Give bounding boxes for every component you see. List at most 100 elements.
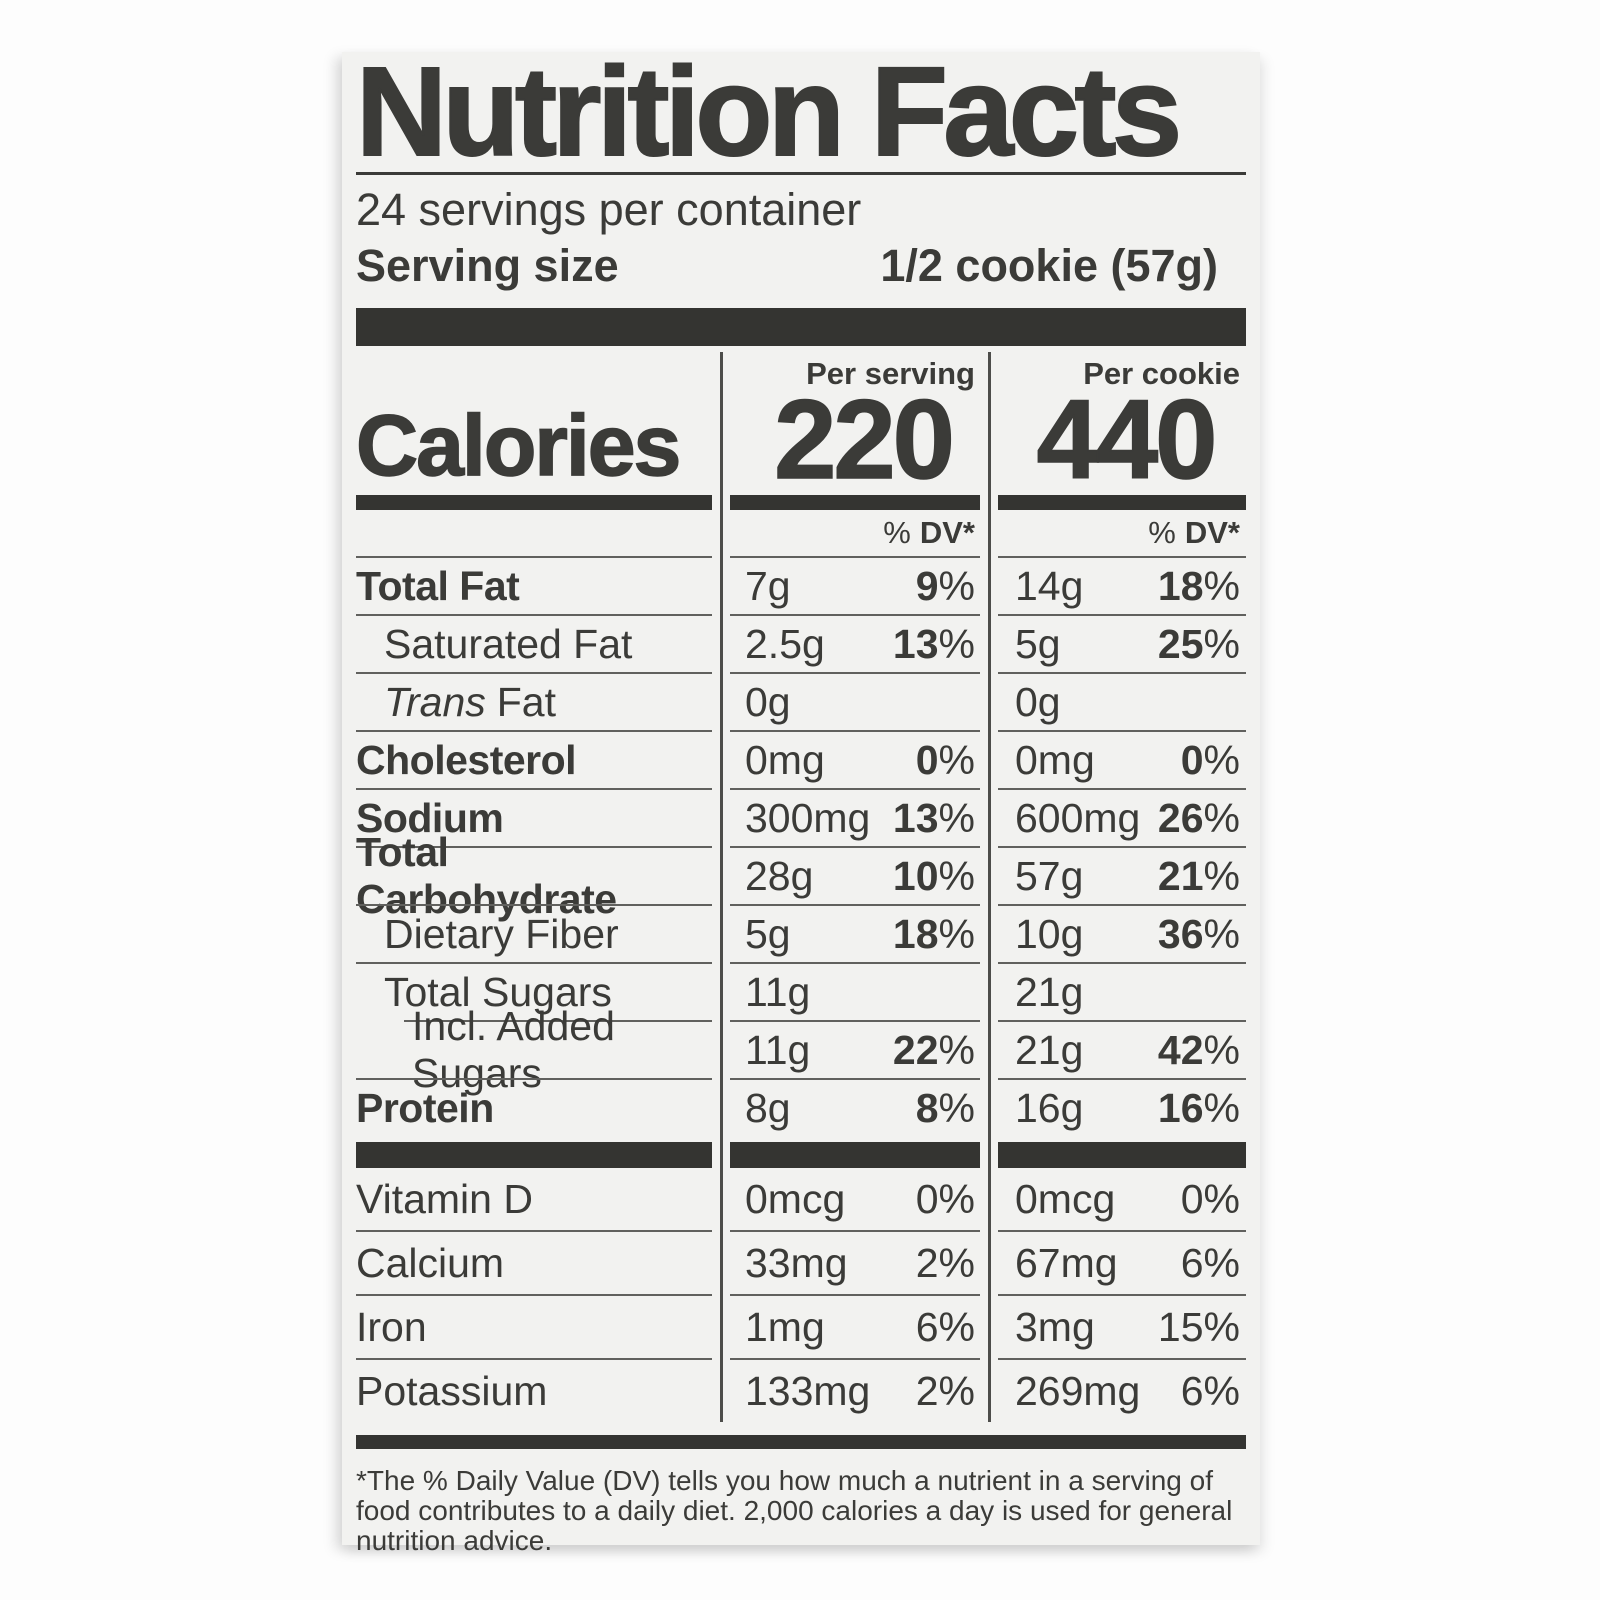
column-divider-2 xyxy=(988,352,991,1422)
nutrient-row: Total Carbohydrate 28g 10% 57g 21% xyxy=(356,829,1246,922)
nutrient-row: Total Fat 7g 9% 14g 18% xyxy=(356,558,1246,614)
daily-value-footnote: *The % Daily Value (DV) tells you how mu… xyxy=(356,1466,1246,1556)
column-header-row: Per serving Per cookie xyxy=(356,352,1246,394)
amount: 2.5g xyxy=(745,620,825,667)
amount: 300mg xyxy=(745,794,871,841)
nutrient-name: Protein xyxy=(356,1084,494,1131)
daily-value: 26% xyxy=(1157,794,1240,841)
dv-text: DV* xyxy=(1184,515,1240,550)
daily-value: 2% xyxy=(915,1367,975,1414)
micronutrient-row: Calcium 33mg 2% 67mg 6% xyxy=(356,1232,1246,1294)
row-separator xyxy=(356,672,1246,674)
daily-value: 42% xyxy=(1157,1026,1240,1073)
serving-size-value: 1/2 cookie (57g) xyxy=(880,240,1218,291)
nutrient-name: Incl. Added Sugars xyxy=(412,1003,615,1096)
daily-value: 0% xyxy=(915,736,975,783)
daily-value: 13% xyxy=(892,794,975,841)
nutrition-facts-title: Nutrition Facts xyxy=(355,41,1183,182)
amount: 21g xyxy=(1015,968,1084,1015)
calories-per-cookie: 440 xyxy=(1036,377,1218,502)
daily-value: 18% xyxy=(1157,562,1240,609)
row-separator xyxy=(356,1294,1246,1296)
nutrient-name: Total Carbohydrate xyxy=(356,829,617,922)
daily-value: 6% xyxy=(1180,1367,1240,1414)
header-separator-bar xyxy=(356,308,1246,346)
serving-size-row: Serving size 1/2 cookie (57g) xyxy=(356,241,1246,291)
micronutrient-row: Potassium 133mg 2% 269mg 6% xyxy=(356,1360,1246,1422)
amount: 14g xyxy=(1015,562,1084,609)
amount: 5g xyxy=(745,910,791,957)
percent-sign: % xyxy=(883,515,911,550)
row-separator xyxy=(356,556,1246,558)
amount: 33mg xyxy=(745,1239,848,1286)
row-separator xyxy=(356,614,1246,616)
nutrient-name: Sodium xyxy=(356,794,504,841)
amount: 11g xyxy=(745,1026,811,1073)
micronutrient-row: Iron 1mg 6% 3mg 15% xyxy=(356,1296,1246,1358)
nutrition-grid: Per serving Per cookie Calories 220 440 … xyxy=(355,352,1246,1449)
amount: 21g xyxy=(1015,1026,1084,1073)
nutrient-name: Dietary Fiber xyxy=(384,910,619,957)
row-separator xyxy=(356,1358,1246,1360)
daily-value: 8% xyxy=(915,1084,975,1131)
nutrient-name: Total Sugars xyxy=(384,968,612,1015)
amount: 57g xyxy=(1015,852,1084,899)
footer-separator-bar xyxy=(356,1435,1246,1449)
row-separator xyxy=(356,1020,1246,1022)
footnote-line: *The % Daily Value (DV) tells you how mu… xyxy=(356,1465,1213,1496)
per-serving-header: Per serving xyxy=(806,356,975,391)
daily-value: 6% xyxy=(1180,1239,1240,1286)
nutrient-row: Cholesterol 0mg 0% 0mg 0% xyxy=(356,732,1246,788)
daily-value: 9% xyxy=(915,562,975,609)
amount: 16g xyxy=(1015,1084,1084,1131)
amount: 133mg xyxy=(745,1367,871,1414)
amount: 0mg xyxy=(745,736,825,783)
row-separator xyxy=(356,962,1246,964)
dv-header-serving: % DV* xyxy=(723,510,991,556)
amount: 269mg xyxy=(1015,1367,1141,1414)
nutrient-row: Saturated Fat 2.5g 13% 5g 25% xyxy=(356,616,1246,672)
daily-value: 10% xyxy=(892,852,975,899)
amount: 5g xyxy=(1015,620,1061,667)
nutrient-name: Cholesterol xyxy=(356,736,577,783)
row-separator xyxy=(356,846,1246,848)
daily-value: 2% xyxy=(915,1239,975,1286)
footnote-line: food contributes to a daily diet. 2,000 … xyxy=(356,1495,1233,1526)
daily-value: 13% xyxy=(892,620,975,667)
dv-header-cookie: % DV* xyxy=(991,510,1246,556)
nutrient-name: Total Fat xyxy=(356,562,520,609)
amount: 0mcg xyxy=(745,1175,846,1222)
dv-text: DV* xyxy=(919,515,975,550)
percent-sign: % xyxy=(1148,515,1176,550)
nutrient-row: Incl. Added Sugars 11g 22% 21g 42% xyxy=(356,1003,1246,1096)
column-divider-1 xyxy=(720,352,723,1422)
title-rule xyxy=(356,172,1246,175)
amount: 0mcg xyxy=(1015,1175,1116,1222)
micronutrient-rows: Vitamin D 0mcg 0% 0mcg 0% Calcium 33mg 2% 67mg 6%… xyxy=(356,1168,1246,1422)
row-separator xyxy=(356,1078,1246,1080)
amount: 0mg xyxy=(1015,736,1095,783)
amount: 8g xyxy=(745,1084,791,1131)
nutrient-name: Potassium xyxy=(356,1367,548,1414)
servings-per-container: 24 servings per container xyxy=(356,184,862,235)
daily-value: 18% xyxy=(892,910,975,957)
nutrient-name: Iron xyxy=(356,1303,427,1350)
daily-value: 0% xyxy=(915,1175,975,1222)
row-separator xyxy=(356,788,1246,790)
row-separator xyxy=(356,904,1246,906)
daily-value: 0% xyxy=(1180,736,1240,783)
daily-value: 0% xyxy=(1180,1175,1240,1222)
row-separator xyxy=(356,730,1246,732)
micronutrient-row: Vitamin D 0mcg 0% 0mcg 0% xyxy=(356,1168,1246,1230)
protein-separator-bar xyxy=(356,1142,1246,1168)
serving-size-label: Serving size xyxy=(356,240,619,291)
nutrient-row: Total Sugars 11g 21g xyxy=(356,964,1246,1020)
calories-label: Calories xyxy=(355,398,682,494)
calories-underline-bar xyxy=(356,495,1246,510)
daily-value: 21% xyxy=(1157,852,1240,899)
calories-row: Calories 220 440 xyxy=(355,377,1246,502)
amount: 0g xyxy=(1015,678,1061,725)
amount: 600mg xyxy=(1015,794,1141,841)
nutrient-row: Trans Fat 0g 0g xyxy=(356,674,1246,730)
nutrient-row: Protein 8g 8% 16g 16% xyxy=(356,1080,1246,1136)
